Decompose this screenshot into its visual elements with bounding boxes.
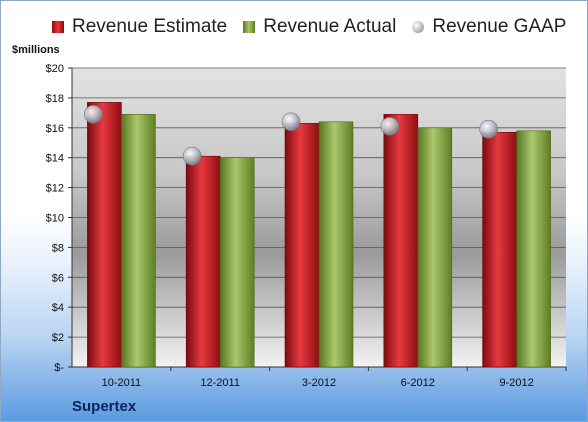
- bar-revenue-estimate: [284, 123, 320, 368]
- legend-label-estimate: Revenue Estimate: [72, 16, 228, 37]
- marker-revenue-gaap: [479, 119, 498, 139]
- legend-swatch-gaap: [412, 21, 425, 33]
- x-tick-label: 6-2012: [401, 377, 435, 389]
- x-tick-label: 9-2012: [499, 377, 533, 389]
- x-tick-label: 12-2011: [200, 377, 240, 389]
- bar-revenue-estimate: [383, 114, 419, 368]
- legend-label-gaap: Revenue GAAP: [432, 16, 567, 37]
- bar-revenue-estimate: [482, 131, 517, 368]
- y-tick-label: $-: [54, 362, 64, 374]
- y-tick-label: $4: [52, 302, 64, 314]
- legend-item-gaap: Revenue GAAP: [412, 16, 566, 38]
- x-tick-label: 10-2011: [102, 377, 142, 389]
- x-tick-label: 3-2012: [302, 377, 336, 389]
- bar-revenue-actual: [121, 114, 156, 368]
- y-tick-label: $14: [46, 153, 64, 165]
- bar-revenue-actual: [417, 127, 453, 368]
- bar-revenue-estimate: [87, 102, 122, 368]
- legend-item-actual: Revenue Actual: [243, 16, 396, 38]
- marker-revenue-gaap: [182, 146, 202, 166]
- y-tick-label: $12: [46, 183, 64, 195]
- company-name: Supertex: [72, 398, 137, 415]
- bar-revenue-actual: [516, 130, 551, 368]
- marker-revenue-gaap: [380, 117, 400, 136]
- bar-revenue-estimate: [185, 155, 221, 368]
- legend-swatch-actual: [243, 21, 256, 33]
- y-tick-label: $8: [52, 242, 64, 254]
- y-tick-label: $6: [52, 272, 64, 284]
- legend-item-estimate: Revenue Estimate: [52, 16, 227, 38]
- y-tick-label: $18: [46, 93, 64, 105]
- legend-swatch-estimate: [52, 21, 64, 33]
- marker-revenue-gaap: [84, 105, 103, 124]
- legend-label-actual: Revenue Actual: [263, 16, 397, 37]
- y-unit-label: $millions: [12, 44, 60, 56]
- y-tick-label: $20: [46, 63, 64, 75]
- legend: Revenue Estimate Revenue Actual Revenue …: [52, 16, 582, 38]
- y-tick-label: $16: [46, 123, 64, 135]
- bar-revenue-actual: [219, 157, 255, 368]
- y-tick-label: $2: [52, 332, 64, 344]
- bar-revenue-actual: [318, 121, 354, 368]
- marker-revenue-gaap: [281, 112, 301, 132]
- y-tick-label: $10: [46, 213, 64, 225]
